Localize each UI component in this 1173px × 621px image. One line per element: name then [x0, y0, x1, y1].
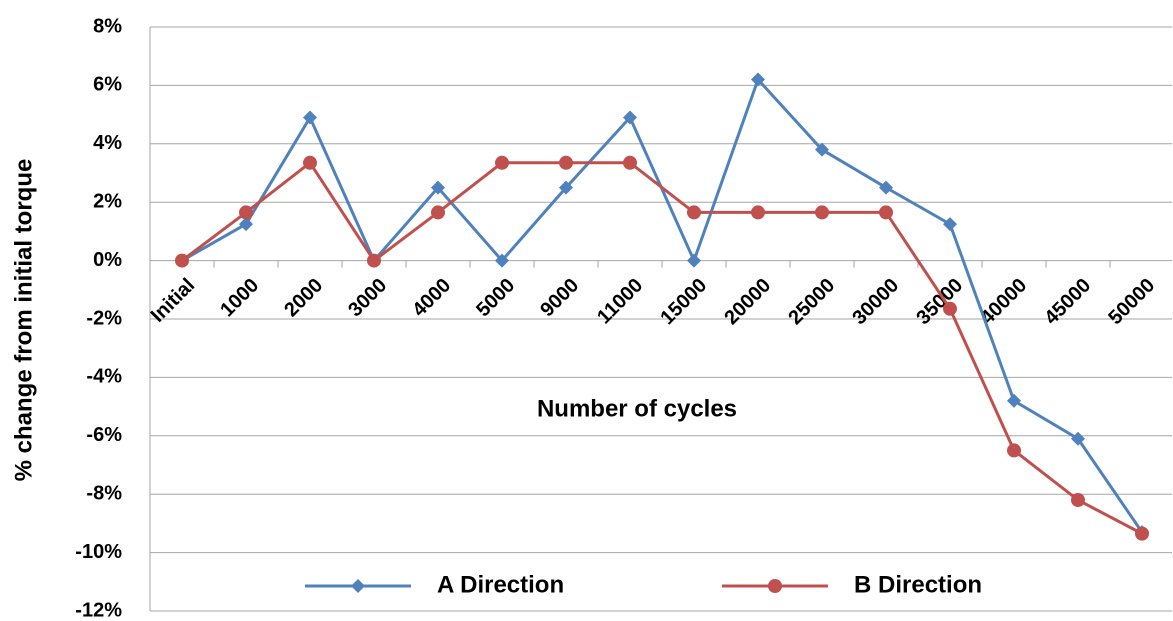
x-tick-label: 25000 — [784, 274, 839, 329]
data-point — [623, 110, 637, 125]
data-point — [815, 142, 829, 157]
y-tick-label: -8% — [86, 482, 122, 504]
legend-label: A Direction — [437, 571, 564, 598]
data-point — [879, 180, 893, 195]
data-point — [687, 253, 701, 268]
x-tick-label: 3000 — [344, 274, 391, 321]
data-point — [1007, 393, 1021, 408]
x-tick-label: 4000 — [408, 274, 455, 321]
x-tick-label: 11000 — [593, 274, 647, 328]
y-tick-label: 2% — [93, 190, 122, 212]
data-point — [1071, 431, 1085, 446]
data-point — [751, 205, 765, 220]
data-point — [1071, 493, 1085, 508]
y-axis-title: % change from initial torque — [10, 159, 37, 482]
data-point — [303, 155, 317, 170]
data-point — [943, 301, 957, 316]
data-point — [879, 205, 893, 220]
data-point — [1007, 443, 1021, 458]
y-tick-label: -10% — [75, 541, 122, 563]
x-tick-label: 30000 — [848, 274, 903, 329]
data-point — [623, 155, 637, 170]
data-point — [367, 253, 381, 268]
data-point — [239, 205, 253, 220]
legend-label: B Direction — [854, 571, 982, 598]
legend-marker — [351, 579, 365, 593]
x-tick-label: 1000 — [216, 274, 263, 321]
data-point — [559, 155, 573, 170]
x-tick-label: 5000 — [472, 274, 519, 321]
data-point — [239, 217, 253, 232]
x-tick-label: 2000 — [280, 274, 327, 321]
data-point — [1135, 526, 1149, 541]
legend-marker — [768, 579, 782, 593]
data-point — [175, 253, 189, 268]
data-point — [431, 180, 445, 195]
x-tick-label: 45000 — [1040, 274, 1095, 329]
y-tick-label: 0% — [93, 249, 122, 271]
data-point — [815, 205, 829, 220]
x-tick-label: 20000 — [720, 274, 775, 329]
y-tick-label: -4% — [86, 366, 122, 388]
data-point — [559, 180, 573, 195]
x-tick-label: 9000 — [536, 274, 583, 321]
y-tick-label: -2% — [86, 307, 122, 329]
data-point — [495, 253, 509, 268]
y-tick-label: 4% — [93, 132, 122, 154]
data-point — [943, 217, 957, 232]
x-tick-label: 50000 — [1104, 274, 1159, 329]
x-tick-label: 15000 — [656, 274, 711, 329]
data-point — [687, 205, 701, 220]
series-line — [181, 160, 1143, 535]
y-tick-label: 6% — [93, 74, 122, 96]
data-point — [751, 72, 765, 87]
data-point — [431, 205, 445, 220]
x-tick-label: 35000 — [912, 274, 967, 329]
y-tick-label: -12% — [75, 599, 122, 621]
y-tick-label: -6% — [86, 424, 122, 446]
data-point — [303, 110, 317, 125]
y-tick-label: 8% — [93, 15, 122, 37]
data-point — [495, 155, 509, 170]
x-axis-title: Number of cycles — [537, 395, 737, 422]
